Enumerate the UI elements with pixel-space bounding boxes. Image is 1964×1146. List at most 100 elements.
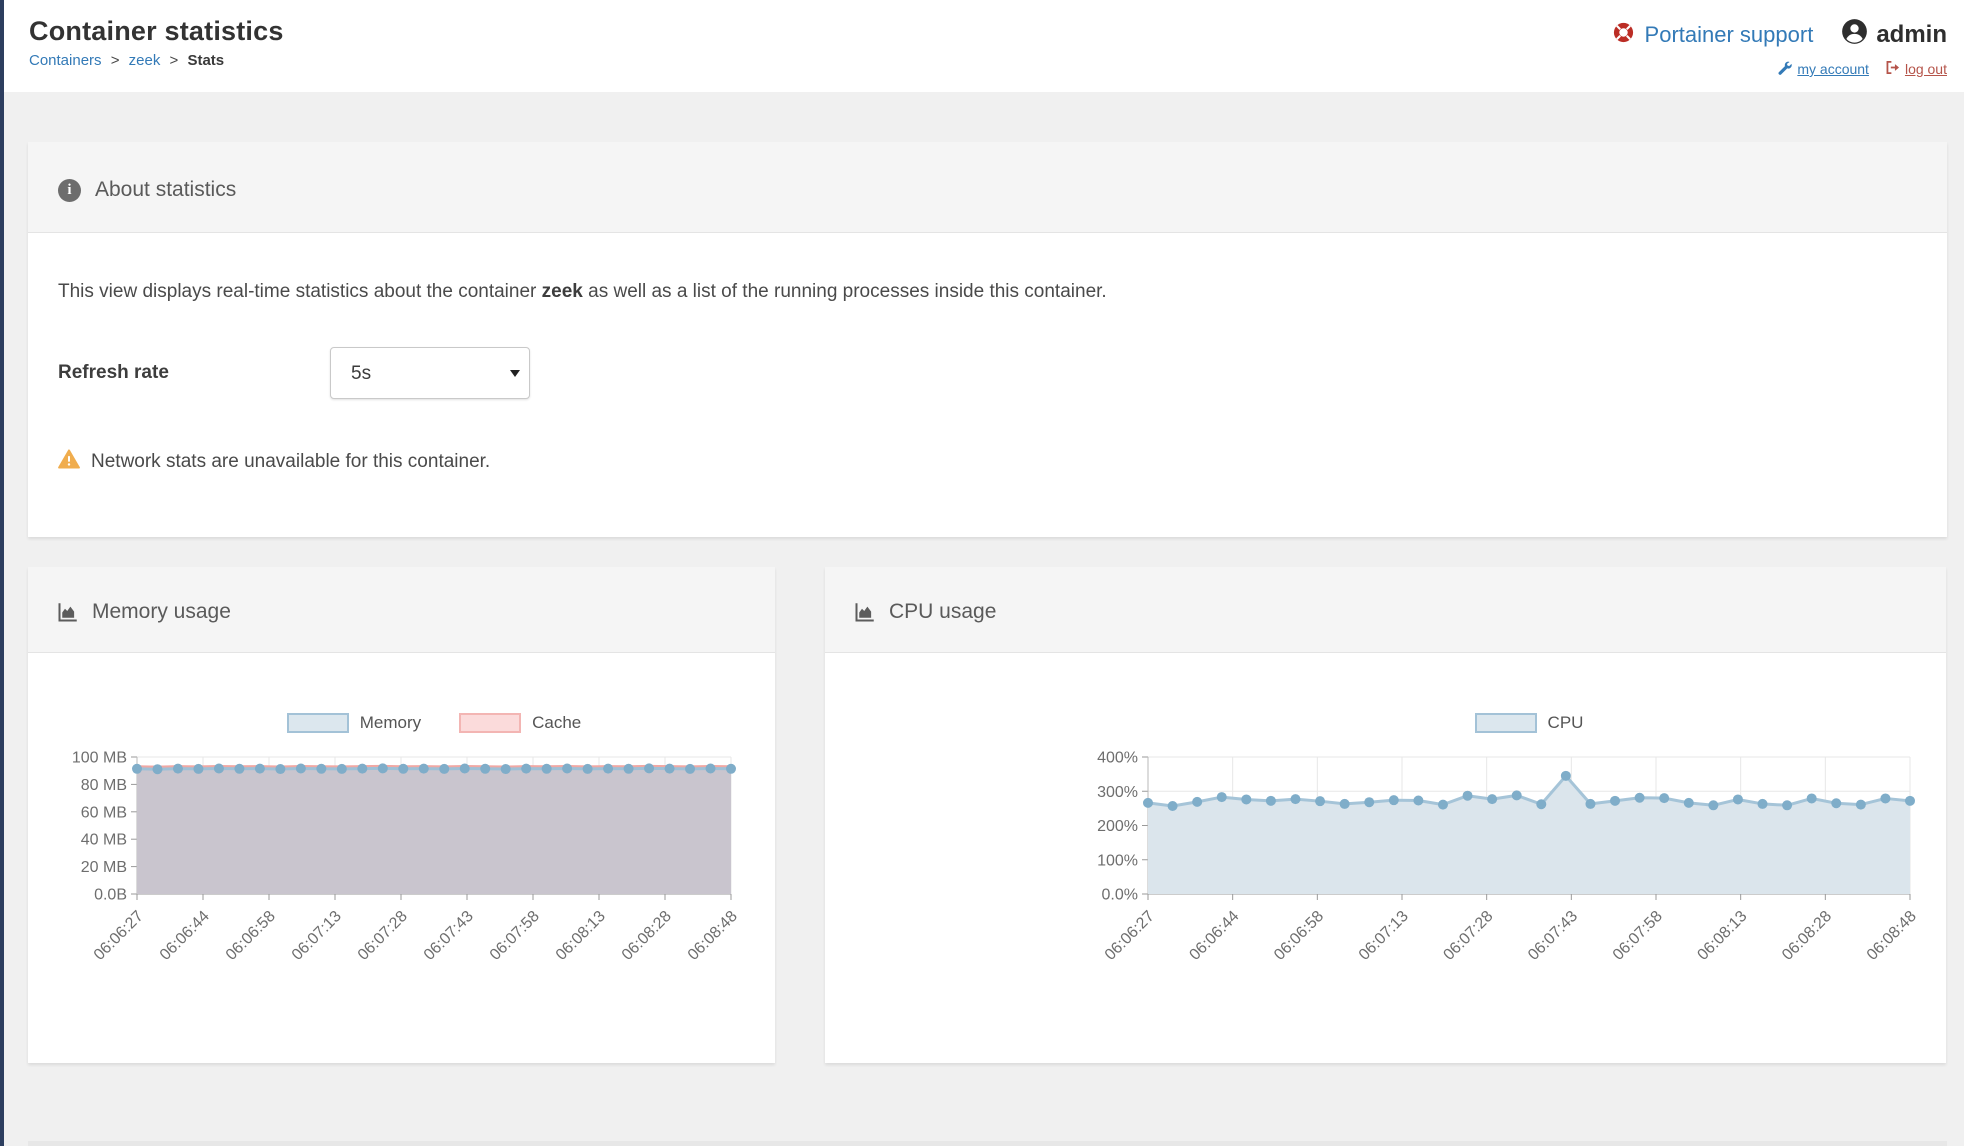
x-tick-label: 06:06:58 [1271, 908, 1327, 964]
user-menu[interactable]: admin [1841, 18, 1947, 52]
memory-data-point [295, 763, 306, 774]
x-tick-label: 06:08:28 [1779, 908, 1835, 964]
x-tick-label: 06:08:13 [1694, 908, 1750, 964]
legend-label-cache: Cache [532, 713, 582, 732]
legend-label-cpu: CPU [1547, 713, 1584, 732]
x-tick-label: 06:07:28 [355, 908, 411, 964]
refresh-rate-label: Refresh rate [58, 362, 169, 383]
memory-data-point [398, 763, 409, 774]
breadcrumb-zeek-link[interactable]: zeek [128, 52, 161, 69]
about-widget-body: This view displays real-time statistics … [28, 233, 1947, 537]
breadcrumb-separator: > [169, 52, 179, 69]
memory-data-point [582, 763, 593, 774]
y-tick-label: 0.0% [1102, 887, 1138, 904]
cpu-data-point [1315, 796, 1326, 807]
memory-data-point [480, 763, 491, 774]
y-tick-label: 200% [1097, 818, 1138, 835]
cpu-data-point [1855, 799, 1866, 810]
area-chart-icon [58, 602, 78, 622]
my-account-link[interactable]: my account [1777, 60, 1869, 78]
cpu-data-point [1192, 796, 1203, 807]
legend-swatch-memory [286, 713, 349, 733]
x-tick-label: 06:06:44 [157, 908, 213, 964]
memory-data-point [541, 763, 552, 774]
breadcrumb-current: Stats [187, 52, 225, 69]
memory-data-point [726, 763, 736, 774]
memory-data-point [705, 763, 716, 774]
memory-data-point [500, 764, 511, 775]
log-out-link[interactable]: log out [1885, 60, 1947, 78]
y-tick-label: 100% [1097, 852, 1138, 869]
life-ring-icon [1612, 21, 1635, 50]
warning-text: Network stats are unavailable for this c… [91, 451, 491, 472]
refresh-rate-select[interactable]: 5s [330, 347, 530, 399]
memory-chart-legend: Memory Cache [137, 713, 731, 733]
y-tick-label: 400% [1097, 750, 1138, 767]
refresh-rate-row: Refresh rate 5s [58, 347, 1917, 399]
cpu-data-point [1364, 797, 1375, 808]
x-tick-label: 06:08:13 [553, 908, 609, 964]
cpu-data-point [1806, 793, 1817, 804]
x-tick-label: 06:07:58 [487, 908, 543, 964]
y-tick-label: 40 MB [81, 832, 127, 849]
breadcrumb-containers-link[interactable]: Containers [29, 52, 102, 69]
cpu-data-point [1757, 798, 1768, 809]
cpu-data-point [1880, 793, 1891, 804]
warning-triangle-icon [58, 449, 80, 475]
cpu-data-point [1265, 795, 1276, 806]
x-tick-label: 06:07:43 [421, 908, 477, 964]
about-widget-header: i About statistics [28, 142, 1947, 233]
network-stats-warning: Network stats are unavailable for this c… [58, 449, 1917, 475]
memory-data-point [316, 763, 327, 774]
portainer-support-link[interactable]: Portainer support [1612, 21, 1813, 50]
breadcrumb-separator: > [110, 52, 120, 69]
x-tick-label: 06:06:27 [1102, 908, 1158, 964]
about-statistics-widget: i About statistics This view displays re… [28, 142, 1947, 537]
cpu-data-point [1511, 790, 1522, 801]
cpu-data-point [1143, 797, 1153, 808]
cpu-data-point [1905, 795, 1915, 806]
user-icon [1841, 18, 1868, 52]
cpu-chart-legend: CPU [1148, 713, 1910, 733]
memory-area-fill [137, 768, 731, 894]
memory-data-point [172, 763, 183, 774]
memory-data-point [623, 763, 634, 774]
memory-data-point [357, 763, 368, 774]
container-name: zeek [541, 281, 583, 302]
legend-item-cache: Cache [459, 713, 581, 733]
x-tick-label: 06:07:43 [1525, 908, 1581, 964]
cpu-area-fill [1148, 775, 1910, 894]
memory-data-point [193, 763, 204, 774]
refresh-rate-select-wrap: 5s [330, 347, 530, 399]
x-tick-label: 06:08:28 [619, 908, 675, 964]
cpu-data-point [1388, 795, 1399, 806]
legend-swatch-cpu [1474, 713, 1537, 733]
x-tick-label: 06:06:27 [91, 908, 147, 964]
cpu-chart-body: CPU 400% 300% 200% 100% 0.0% 06:06:27 06:06:44… [825, 713, 1946, 1063]
cpu-usage-widget: CPU usage CPU 400% 300% 200% 100% 0.0% 06:06:… [825, 567, 1946, 1063]
cpu-data-point [1782, 800, 1793, 811]
memory-data-point [562, 763, 573, 774]
cpu-widget-title: CPU usage [889, 600, 997, 623]
memory-data-point [521, 763, 532, 774]
cpu-data-point [1585, 798, 1596, 809]
memory-widget-title: Memory usage [92, 600, 231, 623]
cpu-data-point [1831, 798, 1842, 809]
cpu-data-point [1487, 794, 1498, 805]
legend-item-cpu: CPU [1474, 713, 1584, 733]
area-chart-icon [855, 602, 875, 622]
cpu-data-point [1216, 792, 1227, 803]
legend-label-memory: Memory [359, 713, 422, 732]
memory-data-point [418, 763, 429, 774]
content-area: i About statistics This view displays re… [0, 92, 1964, 1146]
memory-data-point [685, 763, 696, 774]
x-tick-label: 06:08:48 [685, 908, 741, 964]
cpu-data-point [1462, 790, 1473, 801]
memory-data-point [275, 764, 286, 775]
x-tick-label: 06:07:13 [1356, 908, 1412, 964]
x-tick-label: 06:08:48 [1864, 908, 1920, 964]
cpu-data-point [1290, 794, 1301, 805]
y-tick-label: 100 MB [72, 750, 127, 767]
legend-swatch-cache [459, 713, 522, 733]
